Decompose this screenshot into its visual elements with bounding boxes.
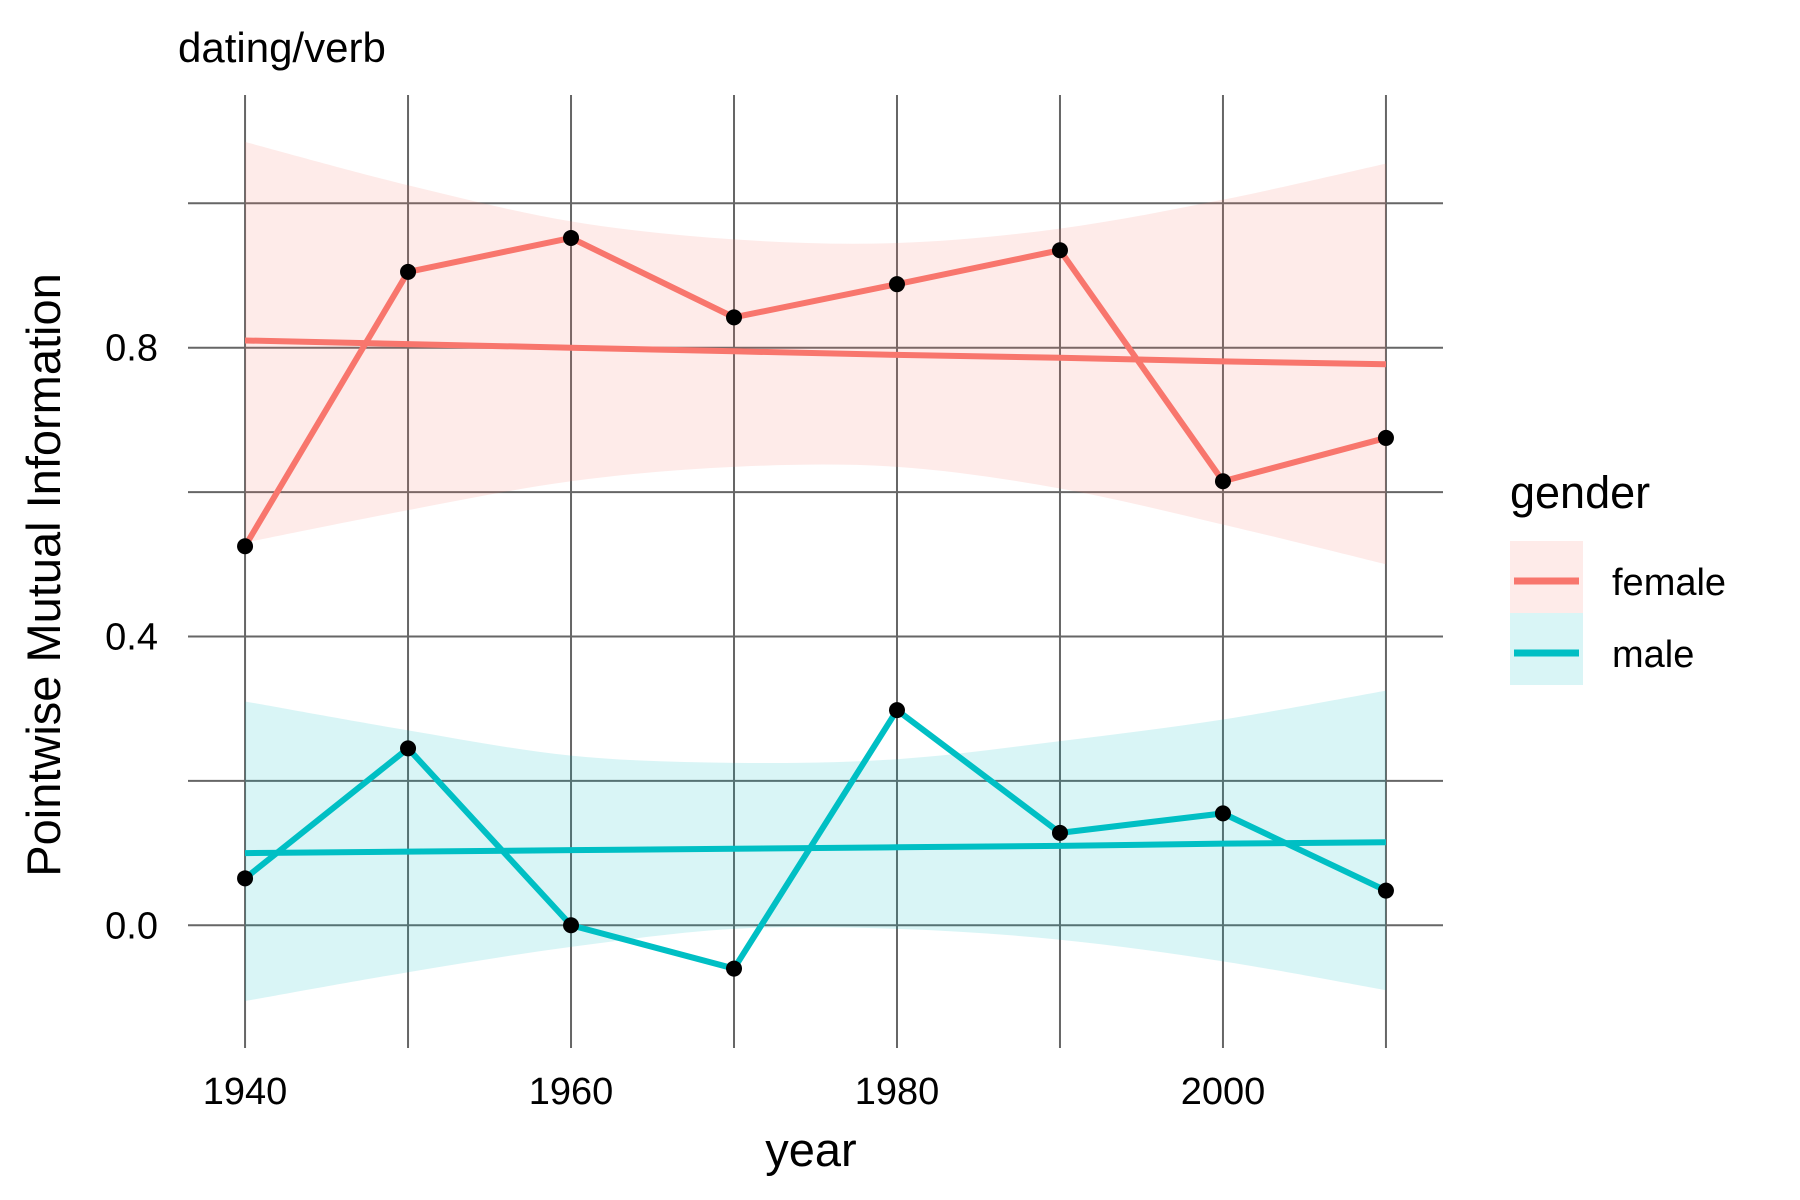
data-point-male: [400, 740, 417, 757]
legend-title: gender: [1510, 467, 1650, 518]
data-point-female: [237, 538, 254, 555]
series-line-male: [243, 707, 1388, 972]
data-point-male: [1214, 805, 1231, 822]
x-tick-labels: 1940 1960 1980 2000: [203, 1071, 1265, 1113]
x-tick-label: 1940: [203, 1071, 288, 1113]
y-tick-labels: 0.0 0.4 0.8: [105, 328, 158, 948]
legend-key-bg-female: [1510, 541, 1583, 613]
data-point-male: [726, 960, 743, 977]
data-points: [237, 229, 1394, 977]
data-point-male: [1377, 882, 1394, 899]
data-point-female: [1214, 473, 1231, 490]
x-tick-label: 2000: [1181, 1071, 1266, 1113]
x-tick-label: 1960: [529, 1071, 614, 1113]
y-tick-label: 0.4: [105, 616, 158, 658]
legend-label-male: male: [1612, 634, 1694, 676]
data-point-male: [237, 870, 254, 887]
x-axis-title: year: [765, 1123, 856, 1176]
data-point-female: [563, 229, 580, 246]
x-tick-label: 1980: [855, 1071, 940, 1113]
chart-title: dating/verb: [178, 24, 386, 71]
y-axis-title: Pointwise Mutual Information: [17, 273, 70, 876]
legend-key-bg-male: [1510, 613, 1583, 685]
trend-lines: [244, 337, 1387, 857]
data-point-female: [1377, 429, 1394, 446]
trend-line-male: [245, 839, 1386, 857]
trend-line-female: [244, 337, 1387, 368]
series-line-female: [242, 234, 1387, 548]
y-tick-label: 0.8: [105, 328, 158, 370]
data-point-male: [1051, 824, 1068, 841]
y-tick-label: 0.0: [105, 905, 158, 947]
legend-label-female: female: [1612, 562, 1726, 604]
data-point-female: [726, 309, 743, 326]
legend: gender female male: [1510, 467, 1726, 685]
data-point-female: [1051, 242, 1068, 259]
data-point-female: [888, 276, 905, 293]
data-point-female: [400, 263, 417, 280]
series-lines: [242, 234, 1388, 972]
data-point-male: [563, 917, 580, 934]
data-point-male: [888, 702, 905, 719]
